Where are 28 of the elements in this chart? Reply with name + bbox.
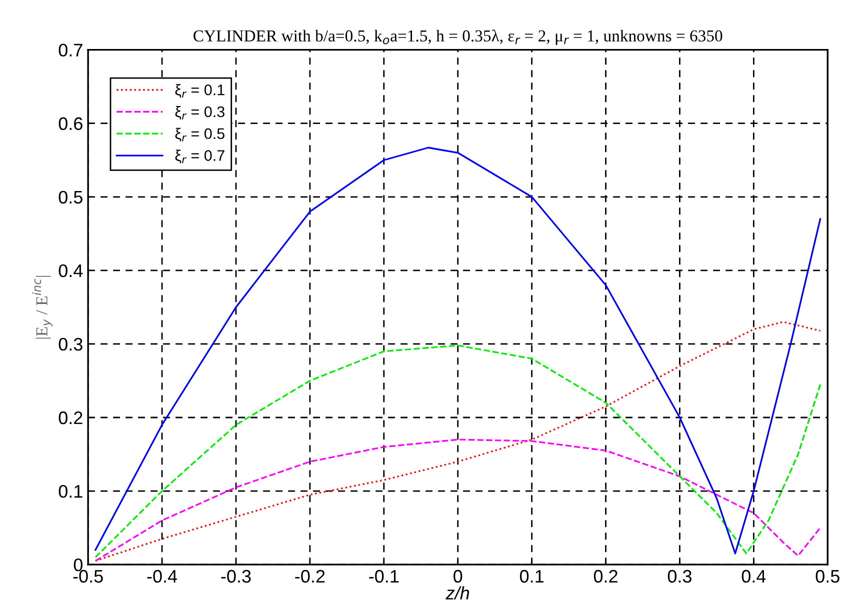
x-axis-title: z/h: [446, 586, 470, 600]
legend-label: ξ$_{r}$ = 0.5: [175, 128, 224, 142]
x-tick-label: 0.1: [520, 570, 544, 583]
x-tick-label: -0.3: [221, 570, 251, 583]
legend-label: ξ$_{r}$ = 0.3: [175, 106, 224, 120]
y-tick-label: 0.6: [58, 117, 82, 130]
line-series: [94, 438, 822, 562]
x-tick-label: 0: [454, 570, 462, 583]
chart-title: CYLINDER with b/a=0.5, k$_{o}$a=1.5, h = 0.35λ, ε$_{r}$ = 2, μ$_{r}$ = 1, unknowns = 6350: [194, 30, 722, 45]
y-tick-label: 0.3: [58, 338, 82, 351]
y-axis-title: |E$_{y}$ / E$^{inc}$|: [32, 276, 52, 339]
x-tick-label: -0.5: [73, 570, 103, 583]
x-tick-label: 0.5: [816, 570, 840, 583]
y-tick-label: 0.2: [58, 411, 82, 424]
x-tick-label: 0.3: [668, 570, 692, 583]
y-tick-label: 0.7: [58, 44, 82, 57]
x-tick-label: -0.4: [147, 570, 178, 583]
x-tick-label: 0.2: [594, 570, 618, 583]
line-series: [94, 146, 822, 554]
x-tick-label: 0.4: [742, 570, 766, 583]
legend-label: ξ$_{r}$ = 0.7: [175, 150, 224, 164]
legend-label: ξ$_{r}$ = 0.1: [175, 84, 224, 98]
y-tick-label: 0.1: [58, 484, 82, 498]
y-tick-label: 0: [74, 558, 82, 572]
y-tick-label: 0.4: [58, 264, 83, 278]
y-tick-label: 0.5: [58, 190, 82, 204]
x-tick-label: -0.1: [369, 570, 399, 583]
x-tick-label: -0.2: [295, 570, 325, 583]
